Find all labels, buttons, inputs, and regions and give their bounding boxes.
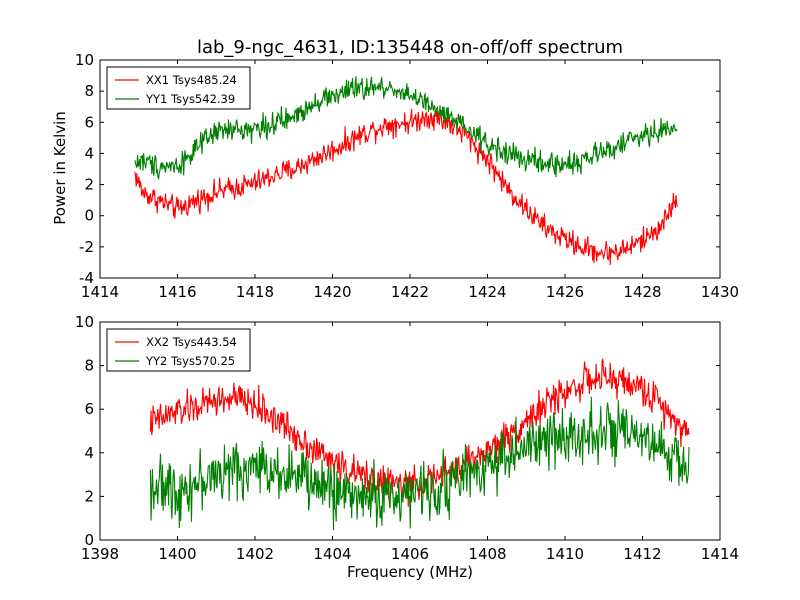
y-tick-label: -4 xyxy=(79,269,94,287)
legend-entry: YY1 Tsys542.39 xyxy=(145,92,235,106)
y-tick-label: 0 xyxy=(84,207,94,225)
x-tick-label: 1412 xyxy=(623,545,661,563)
y-tick-label: 8 xyxy=(84,357,94,375)
x-tick-label: 1410 xyxy=(546,545,584,563)
legend-entry: XX1 Tsys485.24 xyxy=(146,73,237,87)
x-tick-label: 1414 xyxy=(81,283,119,301)
legend-entry: XX2 Tsys443.54 xyxy=(146,335,237,349)
x-axis-label: Frequency (MHz) xyxy=(347,563,473,581)
bottom-panel: 1398 1400 1402 1404 1406 1408 1410 1412 1414 0 2 4 6… xyxy=(75,313,739,563)
x-tick-label: 1398 xyxy=(81,545,119,563)
x-tick-label: 1400 xyxy=(158,545,196,563)
x-tick-label: 1424 xyxy=(468,283,506,301)
y-tick-label: 4 xyxy=(84,144,94,162)
x-tick-label: 1404 xyxy=(313,545,351,563)
x-tick-label: 1406 xyxy=(391,545,429,563)
series-line-yy1 xyxy=(134,76,678,181)
y-tick-label: 2 xyxy=(84,176,94,194)
x-tick-label: 1408 xyxy=(468,545,506,563)
y-tick-label: 8 xyxy=(84,82,94,100)
figure-title: lab_9-ngc_4631, ID:135448 on-off/off spe… xyxy=(197,37,623,58)
legend-box xyxy=(106,66,251,110)
y-tick-label: 6 xyxy=(84,400,94,418)
series-lines xyxy=(134,76,678,266)
series-lines xyxy=(149,358,690,531)
legend-entry: YY2 Tsys570.25 xyxy=(145,354,235,368)
x-tick-label: 1402 xyxy=(236,545,274,563)
legend-box xyxy=(106,328,251,372)
x-tick-label: 1416 xyxy=(158,283,196,301)
y-tick-label: 4 xyxy=(84,444,94,462)
top-panel: 1414 1416 1418 1420 1422 1424 1426 1428 1430 -4 -2… xyxy=(75,51,739,301)
y-tick-label: -2 xyxy=(79,238,94,256)
x-tick-label: 1414 xyxy=(701,545,739,563)
y-tick-label: 10 xyxy=(75,51,94,69)
x-tick-label: 1420 xyxy=(313,283,351,301)
x-tick-label: 1418 xyxy=(236,283,274,301)
y-axis-label: Power in Kelvin xyxy=(51,111,69,225)
x-tick-label: 1430 xyxy=(701,283,739,301)
y-tick-label: 2 xyxy=(84,487,94,505)
x-tick-label: 1428 xyxy=(623,283,661,301)
x-tick-label: 1422 xyxy=(391,283,429,301)
x-tick-label: 1426 xyxy=(546,283,584,301)
y-tick-label: 0 xyxy=(84,531,94,549)
y-tick-label: 10 xyxy=(75,313,94,331)
y-tick-label: 6 xyxy=(84,113,94,131)
series-line-xx2 xyxy=(149,358,690,507)
series-line-xx1 xyxy=(134,108,678,266)
series-line-yy2 xyxy=(149,396,690,531)
